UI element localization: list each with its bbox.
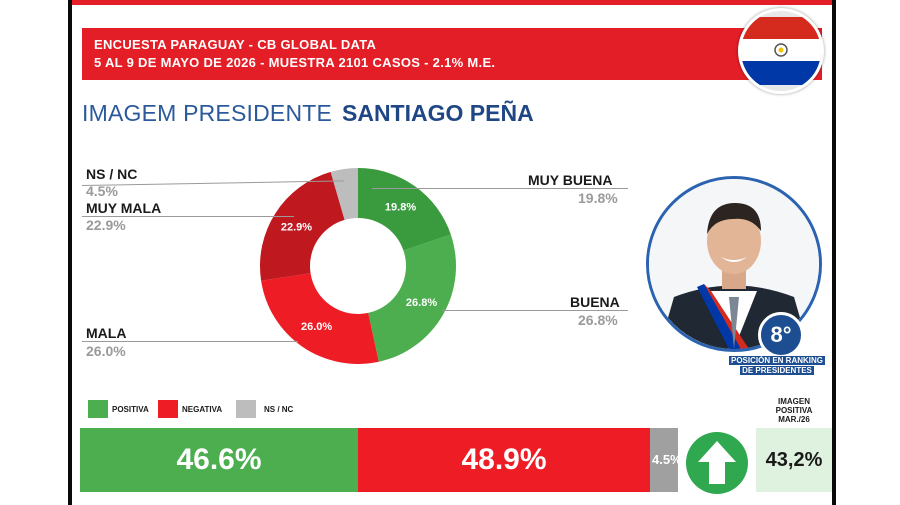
header-band: ENCUESTA PARAGUAY - CB GLOBAL DATA 5 AL … (82, 28, 822, 80)
label-muy-mala-name: MUY MALA (86, 200, 162, 216)
donut-label-muy-mala: 22.9% (281, 222, 312, 234)
rank-badge: 8° (758, 312, 804, 358)
header-survey-title: ENCUESTA PARAGUAY - CB GLOBAL DATA (94, 37, 377, 52)
imagen-title-line1: IMAGEN (778, 397, 810, 406)
infographic-canvas: ENCUESTA PARAGUAY - CB GLOBAL DATA 5 AL … (72, 0, 832, 505)
rank-caption: POSICIÓN EN RANKING DE PRESIDENTES (722, 356, 832, 376)
imagen-title-line2: POSITIVA (775, 406, 813, 415)
summary-positiva-value: 46.6% (176, 443, 262, 476)
label-mala-name: MALA (86, 325, 127, 341)
summary-bar-positiva: 46.6% (80, 428, 358, 492)
legend-ns-nc-label: NS / NC (264, 405, 294, 414)
summary-negativa-value: 48.9% (461, 443, 547, 476)
president-portrait (646, 176, 822, 352)
left-frame-border (68, 0, 72, 505)
label-buena-value: 26.8% (578, 312, 618, 328)
rank-caption-line1: POSICIÓN EN RANKING (728, 356, 825, 365)
legend-negativa-swatch (158, 400, 178, 418)
donut-slice-mala (261, 273, 379, 364)
summary-bar-ns-nc: 4.5% (650, 428, 682, 492)
arrow-up-icon (686, 432, 748, 494)
donut-label-muy-buena: 19.8% (385, 202, 416, 214)
donut-label-mala: 26.0% (301, 321, 332, 333)
leader-muy-buena (372, 188, 628, 189)
header-survey-details: 5 AL 9 DE MAYO DE 2026 - MUESTRA 2101 CA… (94, 55, 496, 70)
label-buena-name: BUENA (570, 294, 620, 310)
summary-ns-nc-value: 4.5% (652, 452, 682, 467)
paraguay-flag-icon (738, 8, 824, 94)
donut-chart: 19.8% 26.8% 26.0% 22.9% (260, 168, 456, 364)
donut-slice-muy-mala (260, 171, 345, 281)
legend-positiva-swatch (88, 400, 108, 418)
label-muy-buena-name: MUY BUENA (528, 172, 613, 188)
top-red-strip (72, 0, 832, 5)
legend-ns-nc-swatch (236, 400, 256, 418)
label-ns-nc-name: NS / NC (86, 166, 138, 182)
leader-buena (442, 310, 628, 311)
label-mala-value: 26.0% (86, 343, 126, 359)
imagen-positiva-title: IMAGEN POSITIVA MAR./26 (756, 397, 832, 424)
rank-caption-line2: DE PRESIDENTES (740, 366, 814, 375)
legend-positiva-label: POSITIVA (112, 405, 149, 414)
summary-bar-negativa: 48.9% (358, 428, 650, 492)
donut-slice-buena (368, 234, 456, 362)
imagen-positiva-value: 43,2% (756, 428, 832, 492)
page-title-name: SANTIAGO PEÑA (342, 100, 534, 126)
page-title-prefix: IMAGEM PRESIDENTE (82, 100, 333, 126)
label-ns-nc-value: 4.5% (86, 183, 118, 199)
right-frame-border (832, 0, 836, 505)
legend-negativa-label: NEGATIVA (182, 405, 223, 414)
leader-mala (82, 341, 298, 342)
leader-muy-mala (82, 216, 294, 217)
label-muy-mala-value: 22.9% (86, 217, 126, 233)
label-muy-buena-value: 19.8% (578, 190, 618, 206)
donut-label-buena: 26.8% (406, 297, 437, 309)
imagen-title-line3: MAR./26 (778, 415, 810, 424)
